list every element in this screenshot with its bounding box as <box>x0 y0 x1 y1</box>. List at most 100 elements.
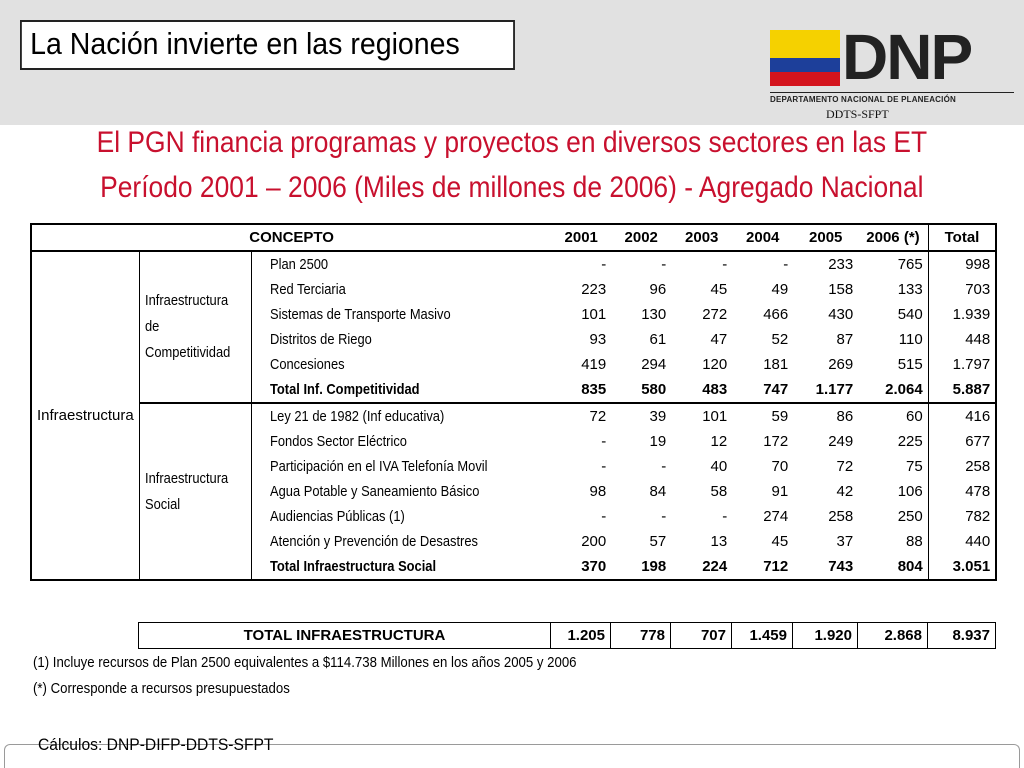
row-label: Audiencias Públicas (1) <box>251 504 551 529</box>
row-value: - <box>601 256 607 273</box>
row-label-text: Agua Potable y Saneamiento Básico <box>269 483 480 500</box>
row-value: 269 <box>828 356 854 373</box>
data-table-wrapper: CONCEPTO 2001 2002 2003 2004 2005 2006 (*) Tota… <box>29 223 998 581</box>
row-value: 233 <box>828 256 854 273</box>
row-value: 19 <box>649 433 667 450</box>
row-value: 45 <box>710 281 728 298</box>
row-value: 98 <box>589 483 607 500</box>
row-value: 765 <box>897 256 923 273</box>
row-value: 540 <box>897 306 923 323</box>
row-value: 45 <box>771 533 789 550</box>
row-value: 130 <box>641 306 667 323</box>
subtitle-line-1-text: El PGN financia programas y proyectos en… <box>96 126 928 159</box>
row-value: 52 <box>771 331 789 348</box>
row-value: 75 <box>906 458 923 475</box>
logo-subtitle: DEPARTAMENTO NACIONAL DE PLANEACIÓN <box>770 92 1014 104</box>
grand-total-value: 1.920 <box>792 622 858 649</box>
logo-text: DNP <box>842 21 973 93</box>
row-value: 440 <box>927 529 997 554</box>
grand-total-label: TOTAL INFRAESTRUCTURA <box>138 622 551 649</box>
table-header-row: CONCEPTO 2001 2002 2003 2004 2005 2006 (*) Tota… <box>31 223 997 252</box>
group-name: Infraestructura Social <box>144 469 228 513</box>
grand-total-value: 1.205 <box>550 622 611 649</box>
row-value: - <box>601 508 607 525</box>
row-label: Distritos de Riego <box>251 327 551 352</box>
row-value: 419 <box>581 356 607 373</box>
row-value: 49 <box>771 281 789 298</box>
group-name-cell: Infraestructura Social <box>139 403 252 581</box>
row-value: 88 <box>906 533 923 550</box>
group-name: Infraestructura de Competitividad <box>144 292 231 361</box>
row-value: - <box>661 458 667 475</box>
row-value: 91 <box>771 483 789 500</box>
row-value: 804 <box>858 554 929 581</box>
row-label: Sistemas de Transporte Masivo <box>251 302 551 327</box>
row-label: Ley 21 de 1982 (Inf educativa) <box>251 403 551 429</box>
row-value: 1.177 <box>793 377 859 404</box>
row-value: 448 <box>927 327 997 352</box>
row-value: 87 <box>836 331 854 348</box>
table-row: Concesiones 419 294 120 181 269 515 1.797 <box>31 352 997 377</box>
row-value: 72 <box>589 408 607 425</box>
table-body: CONCEPTO 2001 2002 2003 2004 2005 2006 (*) Tota… <box>29 223 997 581</box>
row-value: 198 <box>611 554 672 581</box>
row-value: 12 <box>710 433 728 450</box>
row-value: 483 <box>671 377 733 404</box>
row-value: 120 <box>702 356 728 373</box>
row-value: 101 <box>702 408 728 425</box>
row-value: 250 <box>897 508 923 525</box>
row-value: 110 <box>898 331 923 348</box>
table-row: Sistemas de Transporte Masivo 101 130 272 46… <box>31 302 997 327</box>
table-row: Participación en el IVA Telefonía Movil -… <box>31 454 997 479</box>
row-label-text: Concesiones <box>269 356 345 373</box>
row-value: - <box>601 458 607 475</box>
row-value: 5.887 <box>927 377 997 404</box>
flag-yellow-stripe <box>770 30 840 58</box>
header-col: 2005 <box>793 223 859 252</box>
logo-unit: DDTS-SFPT <box>826 107 889 121</box>
row-value: - <box>783 256 789 273</box>
row-value: 249 <box>828 433 854 450</box>
row-value: 42 <box>836 483 854 500</box>
row-label-text: Audiencias Públicas (1) <box>269 508 405 525</box>
row-value: 370 <box>551 554 612 581</box>
row-label-text: Sistemas de Transporte Masivo <box>269 306 451 323</box>
row-label: Agua Potable y Saneamiento Básico <box>251 479 551 504</box>
table-row: Red Terciaria 223 96 45 49 158 133 703 <box>31 277 997 302</box>
table-row: Infraestructura Infraestructura de Compet… <box>29 251 997 581</box>
group-name-cell: Infraestructura de Competitividad <box>139 251 252 404</box>
row-value: 2.064 <box>858 377 929 404</box>
row-value: 172 <box>763 433 789 450</box>
row-label-text: Distritos de Riego <box>269 331 372 348</box>
row-value: 181 <box>763 356 789 373</box>
row-value: 416 <box>927 403 997 429</box>
row-value: 998 <box>927 251 997 277</box>
row-label-text: Total Inf. Competitividad <box>269 381 420 398</box>
header-col: 2004 <box>732 223 794 252</box>
row-value: 84 <box>649 483 667 500</box>
row-value: 258 <box>828 508 854 525</box>
row-value: 1.797 <box>927 352 997 377</box>
category-cell: Infraestructura <box>29 251 140 581</box>
row-value: - <box>661 256 667 273</box>
row-label: Concesiones <box>251 352 551 377</box>
group-total-row: Total Infraestructura Social 370 198 224 712… <box>31 554 997 581</box>
row-value: 158 <box>828 281 854 298</box>
header-col: 2003 <box>671 223 733 252</box>
row-label-text: Total Infraestructura Social <box>269 558 436 575</box>
row-value: 430 <box>828 306 854 323</box>
row-value: - <box>661 508 667 525</box>
row-value: 677 <box>927 429 997 454</box>
row-value: 40 <box>710 458 728 475</box>
dnp-logo: DNP DEPARTAMENTO NACIONAL DE PLANEACIÓN … <box>768 21 1014 124</box>
row-value: 515 <box>897 356 923 373</box>
flag-red-stripe <box>770 72 840 86</box>
row-value: 72 <box>836 458 854 475</box>
row-label-text: Participación en el IVA Telefonía Movil <box>269 458 488 475</box>
row-value: 93 <box>589 331 607 348</box>
row-label-text: Atención y Prevención de Desastres <box>269 533 478 550</box>
row-value: 106 <box>897 483 923 500</box>
row-value: 61 <box>649 331 667 348</box>
row-value: 466 <box>763 306 789 323</box>
header-col: Total <box>927 223 997 252</box>
